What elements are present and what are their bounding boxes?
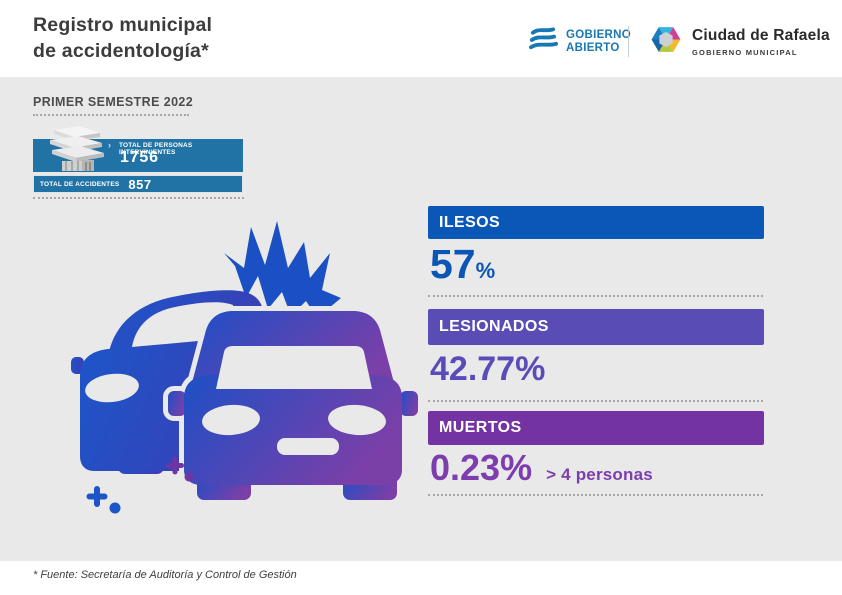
total-accidentes-label: TOTAL DE ACCIDENTES xyxy=(40,180,120,188)
total-accidentes-value: 857 xyxy=(128,176,152,192)
period-dotted-divider xyxy=(33,114,189,116)
page-title-line1: Registro municipal xyxy=(33,14,213,36)
stat-label-lesionados: LESIONADOS xyxy=(439,318,549,335)
rafaela-subtitle: GOBIERNO MUNICIPAL xyxy=(692,48,798,57)
muertos-note: > 4 personas xyxy=(546,465,653,484)
total-intervinientes-label: TOTAL DE PERSONAS INTERVINIENTES xyxy=(119,142,193,156)
total-accidentes-bar: TOTAL DE ACCIDENTES 857 xyxy=(33,175,243,193)
totals-dotted-divider xyxy=(33,197,244,199)
stat-value-ilesos: 57% xyxy=(430,241,495,288)
period-label: PRIMER SEMESTRE 2022 xyxy=(33,95,194,109)
stat-bar-ilesos: ILESOS xyxy=(428,206,764,239)
logo-divider xyxy=(628,26,629,57)
lesionados-number: 42.77% xyxy=(430,350,546,388)
rafaela-logo: Ciudad de Rafaela GOBIERNO MUNICIPAL xyxy=(649,22,830,62)
gobierno-abierto-line1: GOBIERNO xyxy=(566,28,632,41)
total-intervinientes-value: 1756 xyxy=(120,149,159,166)
source-note: * Fuente: Secretaría de Auditoría y Cont… xyxy=(33,569,297,581)
stat-value-lesionados: 42.77% xyxy=(430,350,545,389)
ilesos-number: 57 xyxy=(430,241,476,287)
stat-value-muertos: 0.23% > 4 personas xyxy=(430,447,653,489)
page-title-line2: de accidentología* xyxy=(33,40,209,62)
page-title: Registro municipal de accidentología* xyxy=(33,12,212,64)
rafaela-name: Ciudad de Rafaela xyxy=(692,27,830,44)
ilesos-percent-sign: % xyxy=(475,258,496,283)
rafaela-hexagon-icon xyxy=(649,22,683,62)
car-crash-icon xyxy=(58,208,420,530)
rafaela-label: Ciudad de Rafaela GOBIERNO MUNICIPAL xyxy=(692,27,830,57)
stat-bar-lesionados: LESIONADOS xyxy=(428,309,764,345)
stat-label-ilesos: ILESOS xyxy=(439,213,501,231)
gobierno-abierto-label: GOBIERNO ABIERTO xyxy=(566,29,631,55)
stats-dotted-divider-1 xyxy=(428,295,763,297)
municipal-building-icon xyxy=(42,124,108,172)
muertos-number: 0.23% xyxy=(430,447,533,488)
stat-label-muertos: MUERTOS xyxy=(439,419,522,436)
stat-bar-muertos: MUERTOS xyxy=(428,411,764,445)
gobierno-abierto-line2: ABIERTO xyxy=(566,41,620,54)
gobierno-abierto-waves-icon xyxy=(529,27,558,56)
gobierno-abierto-logo: GOBIERNO ABIERTO xyxy=(529,27,631,56)
stats-dotted-divider-2 xyxy=(428,400,763,402)
stats-dotted-divider-3 xyxy=(428,494,763,496)
chevron-right-icon: › xyxy=(108,140,111,150)
